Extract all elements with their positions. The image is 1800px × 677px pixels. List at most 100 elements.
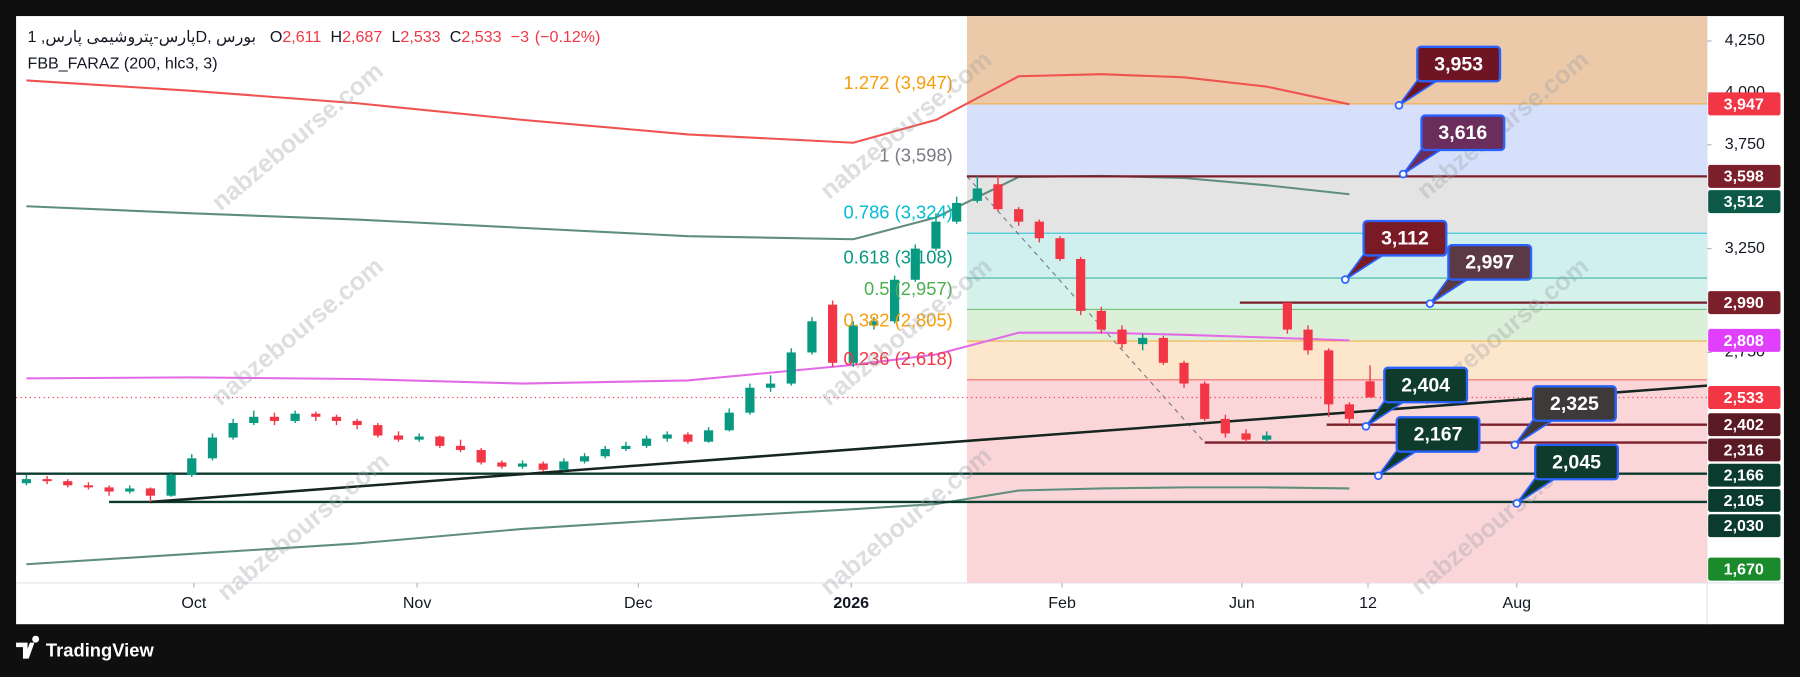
ohlc-key: C bbox=[450, 28, 462, 46]
price-label: 2,402 bbox=[1724, 416, 1764, 434]
candle-body bbox=[621, 445, 631, 449]
candle-body bbox=[1262, 435, 1272, 440]
candle-body bbox=[1076, 258, 1086, 311]
price-label: 1,670 bbox=[1724, 561, 1764, 579]
brand: TradingView bbox=[46, 640, 155, 661]
callout-box bbox=[1362, 219, 1448, 257]
price-label-box bbox=[1708, 386, 1781, 409]
callout-label: 3,112 bbox=[1381, 228, 1429, 250]
callout-anchor bbox=[1512, 499, 1522, 508]
plot-area bbox=[16, 16, 1708, 583]
candle-body bbox=[311, 413, 321, 417]
callout-box bbox=[1416, 45, 1502, 83]
candle-body bbox=[786, 352, 796, 384]
price-label: 2,990 bbox=[1724, 294, 1764, 312]
y-tick-label: 4,250 bbox=[1725, 31, 1765, 49]
candle-body bbox=[600, 448, 610, 457]
fib-label: 0.5 (2,957) bbox=[864, 278, 953, 299]
candle-body bbox=[1324, 350, 1334, 405]
candle-body bbox=[476, 450, 486, 463]
x-tick-label: Dec bbox=[624, 594, 653, 612]
price-label-box bbox=[1708, 438, 1781, 462]
candle-body bbox=[910, 248, 920, 280]
fib-band bbox=[966, 103, 1708, 177]
ohlc-key: H bbox=[331, 28, 343, 46]
candle-body bbox=[104, 487, 114, 492]
indicator-line bbox=[26, 174, 1350, 241]
candle-body bbox=[703, 430, 714, 442]
fib-diagonal bbox=[966, 175, 1206, 443]
x-tick-label: 12 bbox=[1359, 594, 1377, 612]
x-tick-label: Feb bbox=[1048, 594, 1076, 612]
candle-body bbox=[1096, 310, 1106, 330]
candle-body bbox=[21, 479, 31, 484]
candle-body bbox=[373, 425, 383, 436]
candle-body bbox=[579, 456, 590, 462]
candle-body bbox=[1365, 381, 1375, 398]
callout-anchor bbox=[1510, 440, 1520, 450]
ohlc-key: O bbox=[270, 28, 282, 46]
candle-body bbox=[331, 416, 342, 421]
candle-body bbox=[1138, 337, 1148, 345]
candle-body bbox=[538, 463, 548, 470]
candle-body bbox=[1158, 337, 1168, 363]
x-tick-label: 2026 bbox=[833, 594, 869, 612]
candle-body bbox=[683, 434, 693, 442]
candle-body bbox=[42, 479, 52, 482]
candle-body bbox=[269, 416, 280, 421]
price-label-box bbox=[1708, 190, 1781, 214]
fib-label: 1 (3,598) bbox=[879, 145, 953, 166]
candle-body bbox=[435, 436, 445, 446]
candle-body bbox=[83, 485, 94, 488]
price-label-box bbox=[1708, 463, 1781, 487]
fib-band bbox=[966, 233, 1708, 279]
candle-body bbox=[63, 481, 73, 486]
callout-anchor bbox=[1361, 422, 1371, 431]
callout-anchor bbox=[1425, 299, 1435, 308]
chart-header: پارس-پتروشیمی پارس, 1D, بورس O2,611 H2,687… bbox=[28, 28, 601, 46]
ohlc-value: 2,533 bbox=[461, 28, 501, 46]
candle-body bbox=[869, 321, 879, 326]
candle-body bbox=[166, 474, 176, 496]
candle-body bbox=[1282, 302, 1292, 330]
candle-body bbox=[724, 412, 734, 431]
callout-label: 2,325 bbox=[1550, 393, 1599, 415]
fib-band bbox=[966, 341, 1708, 380]
fib-label: 0.786 (3,324) bbox=[844, 202, 953, 223]
candle-body bbox=[662, 434, 672, 439]
ohlc-value: 2,687 bbox=[342, 28, 382, 46]
trend-line bbox=[150, 384, 1708, 504]
callout-label: 2,167 bbox=[1414, 424, 1463, 446]
callout-label: 2,997 bbox=[1465, 252, 1514, 274]
callout-box bbox=[1447, 243, 1533, 281]
fib-band bbox=[966, 176, 1708, 234]
candle-body bbox=[455, 445, 466, 451]
candle-body bbox=[1200, 383, 1210, 419]
candle-body bbox=[1117, 329, 1127, 345]
candle-body bbox=[745, 387, 755, 413]
callout-label: 2,404 bbox=[1401, 374, 1450, 396]
candle-body bbox=[497, 462, 507, 467]
candle-body bbox=[290, 413, 300, 421]
price-label-box bbox=[1708, 413, 1781, 437]
candle-body bbox=[1014, 209, 1024, 222]
candle-body bbox=[1179, 362, 1189, 384]
candle-body bbox=[1344, 404, 1354, 419]
candle-body bbox=[228, 423, 238, 438]
change-value: −3 bbox=[511, 28, 529, 46]
candle-body bbox=[993, 184, 1003, 210]
callout-anchor bbox=[1398, 169, 1408, 179]
fib-band bbox=[966, 309, 1708, 342]
price-label: 2,030 bbox=[1724, 517, 1764, 535]
indicator-line bbox=[26, 486, 1350, 566]
callout-label: 3,616 bbox=[1438, 122, 1487, 144]
fib-label: 1.272 (3,947) bbox=[844, 72, 953, 93]
candle-body bbox=[1241, 433, 1251, 440]
indicator-legend: FBB_FARAZ (200, hlc3, 3) bbox=[28, 55, 218, 73]
price-label: 3,947 bbox=[1724, 95, 1764, 113]
price-label: 2,166 bbox=[1724, 467, 1764, 485]
callout-box bbox=[1395, 416, 1481, 453]
